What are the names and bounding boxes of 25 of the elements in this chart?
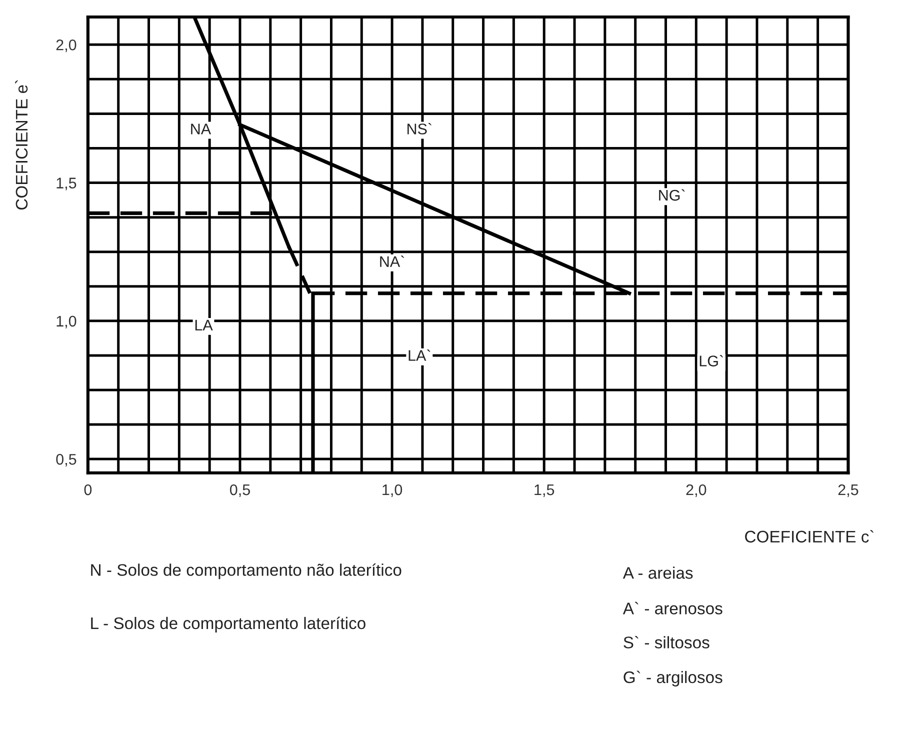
text: L - Solos de comportamento laterítico <box>91 616 366 632</box>
annotation: LG` <box>700 355 723 366</box>
annotation: NA <box>191 124 212 134</box>
text: G` - argilosos <box>624 670 722 686</box>
y-tick-label: 2,0 <box>56 40 76 52</box>
text: A` - arenosos <box>622 602 722 614</box>
text: A - areias <box>622 566 693 579</box>
y-axis-title: COEFICIENTE e` <box>15 80 28 210</box>
annotation: NA` <box>380 256 404 267</box>
annotation: NS` <box>408 122 432 134</box>
text: S` - siltosos <box>624 636 710 648</box>
y-tick-label: 1,0 <box>56 316 76 328</box>
annotation: LA <box>195 320 213 330</box>
x-axis-title: COEFICIENTE c` <box>745 530 874 543</box>
annotation: NG` <box>659 189 685 201</box>
x-tick-label: 0,5 <box>230 484 250 497</box>
x-tick-label: 1,0 <box>382 484 402 497</box>
text: N - Solos de comportamento não laterítico <box>91 563 402 580</box>
y-tick-label: 0,5 <box>56 454 76 467</box>
annotation: LA` <box>408 350 430 361</box>
y-tick-label: 1,5 <box>56 178 76 190</box>
x-tick-label: 2,0 <box>686 484 706 497</box>
x-tick-label: 0 <box>84 484 92 496</box>
x-tick-label: 1,5 <box>534 484 554 497</box>
x-tick-label: 2,5 <box>838 484 858 497</box>
